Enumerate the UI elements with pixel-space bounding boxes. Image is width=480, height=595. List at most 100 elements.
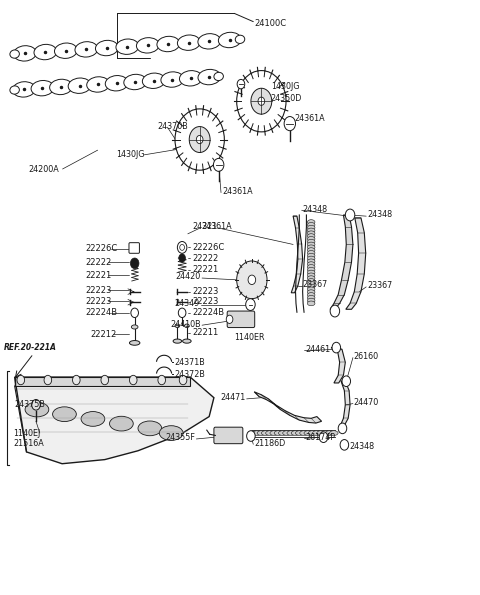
Ellipse shape — [308, 431, 317, 436]
Ellipse shape — [307, 290, 315, 295]
Ellipse shape — [307, 265, 315, 270]
Polygon shape — [346, 218, 366, 309]
Text: 22226C: 22226C — [86, 244, 118, 253]
Ellipse shape — [55, 43, 77, 58]
Circle shape — [237, 71, 286, 132]
Circle shape — [179, 254, 185, 262]
Ellipse shape — [317, 431, 325, 436]
Text: 21186D: 21186D — [254, 439, 286, 447]
Ellipse shape — [249, 431, 257, 436]
Ellipse shape — [307, 270, 315, 275]
Text: 24420: 24420 — [176, 273, 201, 281]
Ellipse shape — [198, 70, 221, 84]
Ellipse shape — [143, 73, 165, 89]
Text: 24349: 24349 — [174, 299, 200, 308]
Ellipse shape — [307, 245, 315, 250]
Ellipse shape — [214, 73, 223, 80]
Ellipse shape — [307, 237, 315, 241]
Circle shape — [189, 127, 210, 152]
Text: 24361A: 24361A — [295, 114, 325, 123]
Text: 26160: 26160 — [354, 352, 379, 361]
Text: 24348: 24348 — [349, 441, 374, 450]
Text: 24348: 24348 — [367, 211, 392, 220]
Circle shape — [131, 258, 139, 268]
Circle shape — [284, 117, 296, 131]
Polygon shape — [340, 381, 350, 427]
Circle shape — [32, 399, 40, 410]
Text: 22224B: 22224B — [86, 308, 118, 317]
Ellipse shape — [278, 431, 287, 436]
Text: 24375B: 24375B — [14, 400, 46, 409]
Text: 22224B: 22224B — [192, 308, 225, 317]
Circle shape — [319, 432, 328, 443]
Ellipse shape — [307, 223, 315, 227]
Text: 24361A: 24361A — [222, 187, 252, 196]
Circle shape — [180, 245, 184, 250]
Ellipse shape — [307, 259, 315, 264]
Circle shape — [246, 299, 255, 311]
Ellipse shape — [81, 412, 105, 426]
Ellipse shape — [307, 250, 315, 255]
Ellipse shape — [31, 80, 54, 96]
Ellipse shape — [307, 220, 315, 224]
Ellipse shape — [307, 298, 315, 303]
Ellipse shape — [307, 281, 315, 286]
Circle shape — [158, 375, 166, 385]
Ellipse shape — [12, 82, 36, 97]
Circle shape — [179, 308, 186, 318]
Ellipse shape — [87, 77, 109, 92]
Ellipse shape — [109, 416, 133, 431]
Ellipse shape — [307, 267, 315, 272]
Ellipse shape — [130, 340, 140, 345]
Circle shape — [345, 209, 355, 221]
Polygon shape — [291, 216, 302, 293]
Ellipse shape — [266, 431, 274, 436]
Text: 22221: 22221 — [192, 265, 219, 274]
Circle shape — [196, 136, 203, 143]
Ellipse shape — [307, 284, 315, 289]
Text: 1430JG: 1430JG — [116, 151, 144, 159]
Circle shape — [17, 375, 24, 385]
Polygon shape — [14, 377, 214, 464]
Text: 22226C: 22226C — [192, 243, 225, 252]
Ellipse shape — [161, 72, 184, 87]
Text: 24348: 24348 — [302, 205, 328, 214]
Circle shape — [226, 315, 233, 324]
Ellipse shape — [180, 71, 202, 86]
Polygon shape — [254, 392, 322, 423]
Text: 24461: 24461 — [305, 345, 331, 354]
Ellipse shape — [68, 78, 91, 93]
Ellipse shape — [75, 42, 98, 57]
Text: 24410B: 24410B — [170, 320, 201, 328]
Ellipse shape — [198, 34, 221, 49]
Circle shape — [179, 375, 187, 385]
Text: 24372B: 24372B — [175, 369, 205, 378]
Text: 22221: 22221 — [86, 271, 112, 280]
Ellipse shape — [25, 402, 49, 417]
Circle shape — [237, 79, 245, 89]
Circle shape — [131, 308, 138, 318]
Ellipse shape — [218, 32, 241, 48]
Ellipse shape — [49, 79, 72, 95]
Text: 21516A: 21516A — [13, 439, 44, 448]
Ellipse shape — [330, 431, 338, 436]
Ellipse shape — [235, 35, 245, 43]
Ellipse shape — [307, 301, 315, 306]
Circle shape — [44, 375, 52, 385]
Ellipse shape — [307, 287, 315, 292]
Circle shape — [72, 375, 80, 385]
Ellipse shape — [307, 278, 315, 283]
Ellipse shape — [307, 273, 315, 278]
Circle shape — [130, 375, 137, 385]
Circle shape — [258, 97, 264, 105]
Text: 24371B: 24371B — [175, 358, 205, 367]
Ellipse shape — [291, 431, 300, 436]
Text: 24355F: 24355F — [166, 433, 195, 442]
Ellipse shape — [307, 248, 315, 252]
Polygon shape — [330, 215, 353, 309]
Ellipse shape — [13, 46, 36, 61]
Ellipse shape — [136, 37, 159, 53]
Ellipse shape — [307, 293, 315, 298]
Text: 24370B: 24370B — [157, 122, 188, 131]
Ellipse shape — [257, 431, 266, 436]
